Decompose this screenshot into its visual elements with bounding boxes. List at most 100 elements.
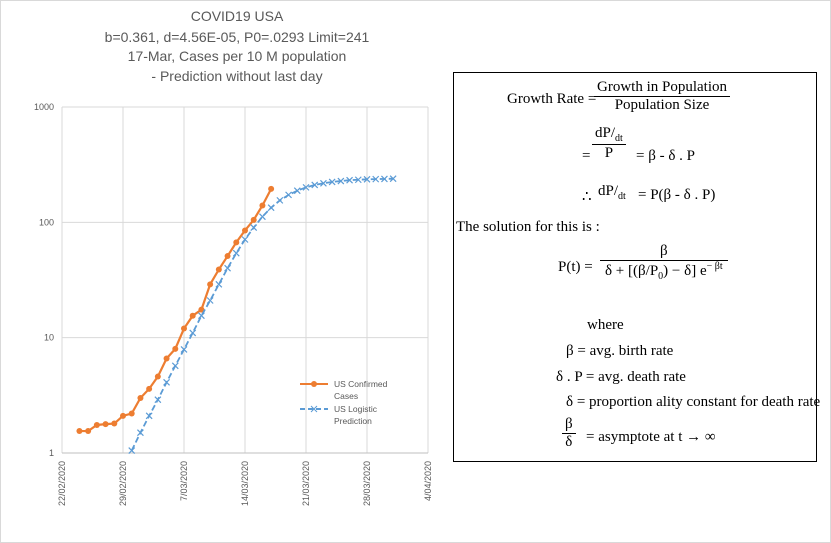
eq-text: β (638, 263, 646, 279)
legend-label-line: US Confirmed (334, 379, 388, 389)
point (163, 355, 170, 362)
eq-text: − βt (706, 261, 723, 272)
point (293, 187, 301, 195)
legend-label-line: Prediction (334, 416, 372, 426)
x-tick-label: 21/03/2020 (301, 461, 311, 506)
point (276, 196, 284, 204)
point (85, 428, 92, 435)
point (268, 185, 275, 192)
point (154, 396, 162, 404)
point (206, 297, 214, 304)
eq-text: δ = proportion ality constant for death … (566, 394, 821, 410)
point (111, 420, 118, 427)
legend-label: US Logistic Prediction (334, 404, 378, 426)
point (128, 410, 135, 417)
point (224, 253, 231, 260)
series-line (79, 188, 273, 433)
eq-text: = P(β - δ . P) (638, 187, 716, 203)
eq-text: 0 (658, 271, 664, 282)
point (189, 312, 196, 319)
eq-text: dP (598, 183, 614, 199)
eq-text: β (562, 416, 576, 434)
eq-text: − δ (671, 263, 692, 279)
point (337, 177, 345, 185)
point (207, 281, 214, 288)
fraction: Growth in Population Population Size (594, 79, 730, 114)
point (146, 385, 153, 392)
point (363, 175, 371, 183)
point (381, 175, 388, 183)
eq-text: β = avg. birth rate (566, 343, 674, 359)
point (372, 175, 380, 183)
point (250, 224, 258, 232)
point (181, 325, 187, 332)
point (120, 412, 126, 419)
chart-title: - Prediction without last day (151, 68, 322, 84)
fraction: dP/dt P (592, 125, 626, 162)
eq-text: = (582, 148, 591, 164)
point (320, 179, 327, 187)
eq-text: = β - δ . P (636, 148, 695, 164)
point (215, 266, 222, 273)
point (346, 176, 353, 184)
legend-label-line: US Logistic (334, 404, 378, 414)
point (163, 378, 170, 386)
point (354, 176, 362, 184)
eq-text: δ . P = avg. death rate (556, 369, 686, 385)
eq-text: ∴ (582, 189, 592, 205)
legend-label-line: Cases (334, 391, 358, 401)
point (250, 216, 257, 223)
eq-text: δ + (604, 263, 625, 279)
eq-text: P(t) = (558, 259, 593, 275)
point (198, 312, 205, 320)
point (154, 373, 161, 380)
chart-title: COVID19 USA (191, 8, 284, 24)
x-tick-label: 28/03/2020 (362, 461, 372, 506)
legend-marker (311, 381, 317, 387)
point (76, 428, 83, 435)
eq-text: dt (615, 133, 623, 144)
eq-text: Population Size (614, 97, 710, 113)
point (224, 264, 231, 272)
point (285, 191, 292, 199)
eq-text: dt (618, 191, 626, 202)
point (302, 183, 310, 191)
x-tick-label: 7/03/2020 (179, 461, 189, 501)
eq-text: dP/dt (598, 183, 626, 202)
point (189, 329, 197, 337)
y-tick-label: 1 (49, 448, 54, 458)
point (259, 213, 266, 221)
eq-text: e (699, 263, 707, 279)
x-tick-label: 22/02/2020 (57, 461, 67, 506)
point (389, 175, 397, 183)
eq-text: β (600, 243, 728, 261)
point (215, 280, 223, 288)
eq-text: where (587, 317, 624, 333)
eq-text: P (604, 145, 614, 161)
point (267, 204, 275, 212)
chart-title: b=0.361, d=4.56E-05, P0=.0293 Limit=241 (105, 29, 370, 45)
chart-title: 17-Mar, Cases per 10 M population (128, 48, 347, 64)
point (242, 227, 248, 234)
point (172, 345, 179, 352)
point (137, 394, 144, 401)
eq-text: δ (565, 434, 573, 450)
point (145, 412, 153, 420)
point (311, 181, 319, 189)
y-tick-label: 100 (39, 217, 54, 227)
eq-text: Growth in Population (594, 79, 730, 97)
equation-panel: Growth Rate = Growth in Population Popula… (453, 72, 821, 462)
y-tick-label: 1000 (34, 102, 54, 112)
point (137, 429, 144, 437)
x-tick-label: 4/04/2020 (423, 461, 433, 501)
eq-text: P (649, 263, 659, 279)
point (241, 236, 249, 243)
point (128, 447, 136, 454)
eq-text: Growth Rate = (507, 91, 597, 107)
x-tick-label: 29/02/2020 (118, 461, 128, 506)
point (102, 421, 109, 428)
legend-marker (310, 405, 318, 413)
